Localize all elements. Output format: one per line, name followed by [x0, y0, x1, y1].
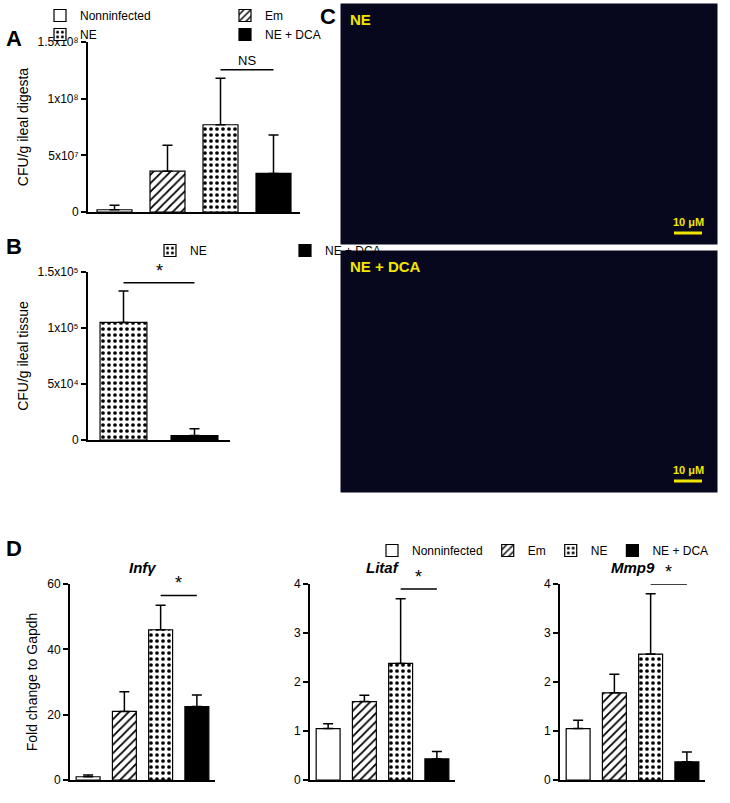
svg-text:4: 4 [544, 577, 551, 591]
svg-text:*: * [175, 573, 182, 593]
svg-text:Nonninfected: Nonninfected [412, 544, 483, 558]
svg-text:10 μM: 10 μM [673, 464, 704, 476]
svg-text:1: 1 [544, 724, 551, 738]
svg-text:*: * [665, 562, 672, 582]
svg-text:NE + DCA: NE + DCA [265, 28, 321, 42]
svg-text:10 μM: 10 μM [673, 216, 704, 228]
svg-text:Infγ: Infγ [129, 559, 157, 576]
svg-text:B: B [6, 234, 22, 259]
svg-text:1.5x10⁵: 1.5x10⁵ [38, 265, 79, 279]
svg-text:1x10⁵: 1x10⁵ [48, 321, 79, 335]
svg-text:0: 0 [294, 773, 301, 787]
svg-text:Fold change to Gapdh: Fold change to Gapdh [24, 613, 40, 752]
svg-text:5x10⁷: 5x10⁷ [48, 149, 78, 163]
svg-text:20: 20 [47, 708, 61, 722]
svg-text:NE + DCA: NE + DCA [325, 244, 381, 258]
svg-text:NE: NE [190, 244, 207, 258]
svg-text:Litaf: Litaf [366, 559, 400, 576]
svg-text:5x10⁴: 5x10⁴ [47, 377, 78, 391]
svg-text:D: D [6, 536, 22, 561]
svg-text:CFU/g ileal digesta: CFU/g ileal digesta [15, 68, 31, 186]
svg-text:NE: NE [80, 28, 97, 42]
svg-text:0: 0 [72, 205, 79, 219]
svg-text:NE: NE [350, 11, 371, 28]
svg-text:60: 60 [47, 577, 61, 591]
svg-text:NE + DCA: NE + DCA [350, 258, 421, 275]
svg-text:A: A [6, 26, 22, 51]
svg-text:2: 2 [294, 675, 301, 689]
svg-text:0: 0 [72, 433, 79, 447]
svg-text:CFU/g ileal tissue: CFU/g ileal tissue [15, 301, 31, 411]
svg-text:Em: Em [265, 9, 283, 23]
svg-text:3: 3 [294, 626, 301, 640]
svg-text:Em: Em [528, 544, 546, 558]
svg-text:NS: NS [238, 53, 256, 68]
svg-text:2: 2 [544, 675, 551, 689]
svg-text:1: 1 [294, 724, 301, 738]
svg-text:NE: NE [591, 544, 608, 558]
svg-text:*: * [156, 261, 163, 281]
svg-text:*: * [415, 567, 422, 587]
svg-text:NE + DCA: NE + DCA [652, 544, 708, 558]
svg-text:Mmp9: Mmp9 [611, 559, 655, 576]
svg-text:0: 0 [544, 773, 551, 787]
svg-text:40: 40 [47, 643, 61, 657]
svg-text:3: 3 [544, 626, 551, 640]
svg-text:1.5x10⁸: 1.5x10⁸ [37, 35, 79, 50]
svg-text:0: 0 [54, 773, 61, 787]
svg-text:4: 4 [294, 577, 301, 591]
svg-text:1x10⁸: 1x10⁸ [48, 92, 79, 106]
svg-text:C: C [320, 4, 336, 29]
svg-text:Nonninfected: Nonninfected [80, 9, 151, 23]
